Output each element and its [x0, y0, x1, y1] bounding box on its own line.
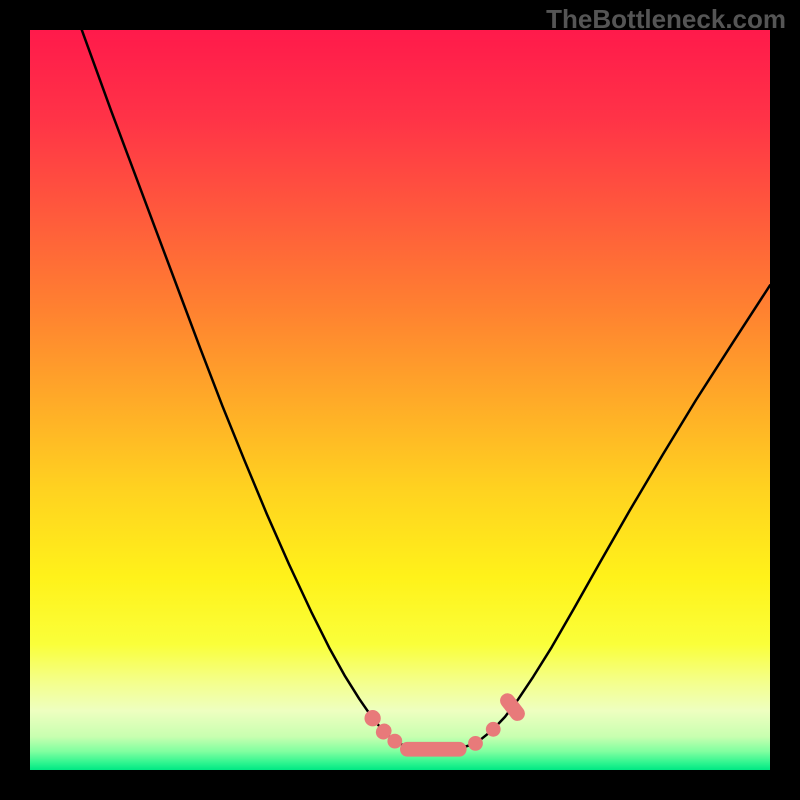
valley-marker: [387, 734, 402, 749]
watermark-text: TheBottleneck.com: [546, 4, 786, 35]
gradient-background: [30, 30, 770, 770]
valley-marker: [468, 736, 483, 751]
chart-frame: TheBottleneck.com: [0, 0, 800, 800]
valley-marker: [400, 742, 467, 757]
valley-marker: [364, 710, 380, 726]
valley-marker: [486, 722, 501, 737]
bottleneck-chart: [30, 30, 770, 770]
